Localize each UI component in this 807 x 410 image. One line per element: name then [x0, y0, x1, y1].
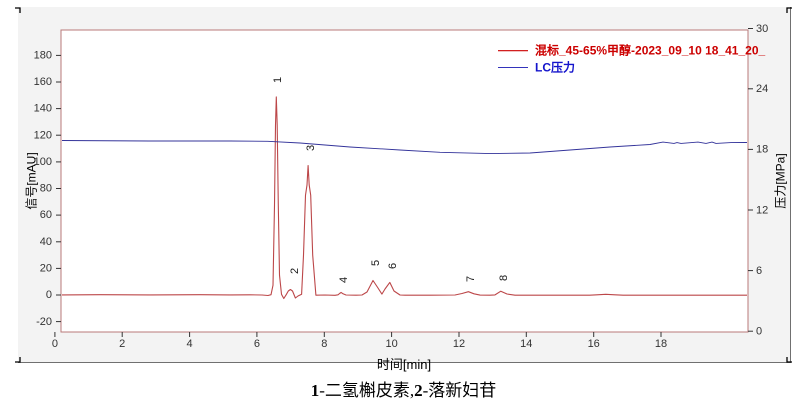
svg-text:12: 12: [756, 204, 768, 216]
svg-text:2: 2: [119, 338, 125, 350]
svg-text:16: 16: [588, 338, 600, 350]
svg-text:180: 180: [34, 50, 52, 62]
svg-text:80: 80: [40, 183, 52, 195]
svg-text:40: 40: [40, 236, 52, 248]
svg-text:6: 6: [387, 263, 399, 269]
svg-text:14: 14: [520, 338, 532, 350]
svg-text:160: 160: [34, 76, 52, 88]
svg-text:4: 4: [338, 277, 350, 283]
svg-text:5: 5: [370, 260, 382, 266]
svg-text:0: 0: [756, 326, 762, 338]
svg-text:0: 0: [52, 338, 58, 350]
svg-text:1: 1: [272, 77, 284, 83]
svg-text:0: 0: [46, 289, 52, 301]
svg-text:混标_45-65%甲醇-2023_09_10 18_41_2: 混标_45-65%甲醇-2023_09_10 18_41_20_: [535, 43, 765, 58]
svg-text:3: 3: [305, 145, 317, 151]
svg-text:2: 2: [289, 268, 301, 274]
svg-text:18: 18: [655, 338, 667, 350]
svg-text:7: 7: [465, 276, 477, 282]
svg-text:-20: -20: [36, 316, 52, 328]
svg-text:24: 24: [756, 83, 768, 95]
svg-text:8: 8: [498, 275, 510, 281]
svg-text:12: 12: [453, 338, 465, 350]
svg-text:10: 10: [385, 338, 397, 350]
svg-text:18: 18: [756, 144, 768, 156]
svg-text:8: 8: [321, 338, 327, 350]
svg-text:6: 6: [756, 265, 762, 277]
svg-text:LC压力: LC压力: [535, 59, 575, 74]
svg-text:6: 6: [254, 338, 260, 350]
svg-text:30: 30: [756, 23, 768, 35]
svg-text:4: 4: [187, 338, 193, 350]
svg-text:60: 60: [40, 209, 52, 221]
svg-text:20: 20: [40, 263, 52, 275]
